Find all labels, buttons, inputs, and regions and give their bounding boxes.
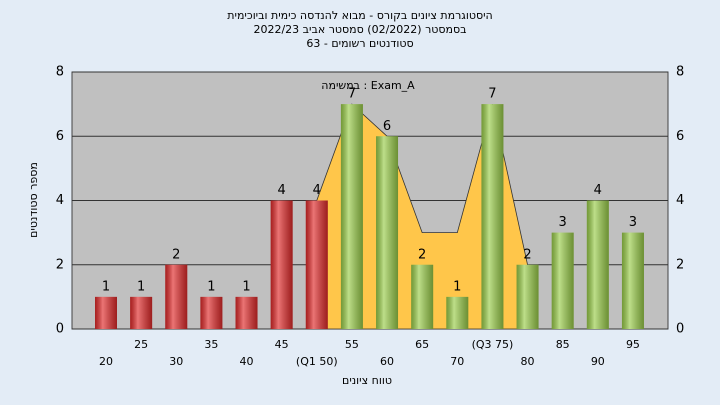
chart-title: היסטוגרמת ציונים בקורס - מבוא להנדסה כימ… (227, 9, 493, 22)
bar-shade (165, 264, 188, 329)
x-tick-label: 45 (275, 338, 289, 351)
bar-shade (235, 296, 258, 329)
y-tick-label: 6 (676, 129, 684, 144)
value-label: 1 (453, 279, 461, 294)
bar-shade (270, 200, 293, 329)
x-tick-label: 70 (450, 355, 464, 368)
x-tick-label: 20 (99, 355, 113, 368)
bar-shade (200, 296, 223, 329)
x-tick-label: 85 (556, 338, 570, 351)
value-label: 3 (559, 215, 567, 230)
bar-shade (446, 296, 469, 329)
y-tick-label: 2 (56, 257, 64, 272)
y-tick-label: 6 (56, 129, 64, 144)
bar-shade (621, 232, 644, 329)
value-label: 1 (102, 279, 110, 294)
value-label: 7 (488, 87, 496, 102)
y-tick-label: 8 (56, 65, 64, 80)
x-tick-label: 30 (169, 355, 183, 368)
bar-shade (305, 200, 328, 329)
x-axis-label: טווח ציונים (342, 374, 392, 387)
x-tick-label: 25 (134, 338, 148, 351)
x-tick-label: 40 (240, 355, 254, 368)
bar-shade (481, 104, 504, 329)
bar-shade (340, 104, 363, 329)
bar-shade (516, 264, 539, 329)
y-tick-label: 8 (676, 65, 684, 80)
y-axis-label: מספר סטודנטים (27, 162, 40, 238)
value-label: 1 (242, 279, 250, 294)
bar-shade (376, 136, 399, 329)
value-label: 4 (313, 183, 321, 198)
x-tick-label: 80 (521, 355, 535, 368)
x-tick-label: (Q1 50) (296, 355, 338, 368)
value-label: 3 (629, 215, 637, 230)
x-tick-label: 95 (626, 338, 640, 351)
y-tick-label: 4 (56, 193, 64, 208)
value-label: 4 (278, 183, 286, 198)
x-tick-label: 65 (415, 338, 429, 351)
y-tick-label: 0 (676, 322, 684, 337)
bar-shade (411, 264, 434, 329)
bar-shade (130, 296, 153, 329)
value-label: 2 (418, 247, 426, 262)
x-tick-label: 35 (204, 338, 218, 351)
bar-shade (551, 232, 574, 329)
bar-shade (95, 296, 117, 329)
value-label: 7 (348, 87, 356, 102)
y-tick-label: 4 (676, 193, 684, 208)
value-label: 2 (172, 247, 180, 262)
bar-shade (586, 200, 609, 329)
value-label: 6 (383, 119, 391, 134)
value-label: 1 (137, 279, 145, 294)
y-tick-label: 0 (56, 322, 64, 337)
value-label: 1 (207, 279, 215, 294)
value-label: 2 (523, 247, 531, 262)
chart-subtitle: בסמסטר (02/2022) סמסטר אביב 2022/23 (253, 23, 466, 36)
y-tick-label: 2 (676, 257, 684, 272)
value-label: 4 (594, 183, 602, 198)
annotation: במשימה : Exam_A (321, 79, 415, 92)
x-tick-label: 90 (591, 355, 605, 368)
chart-subtitle: סטודנטים רשומים - 63 (306, 37, 413, 50)
x-tick-label: 55 (345, 338, 359, 351)
x-tick-label: 60 (380, 355, 394, 368)
x-tick-label: (Q3 75) (472, 338, 514, 351)
